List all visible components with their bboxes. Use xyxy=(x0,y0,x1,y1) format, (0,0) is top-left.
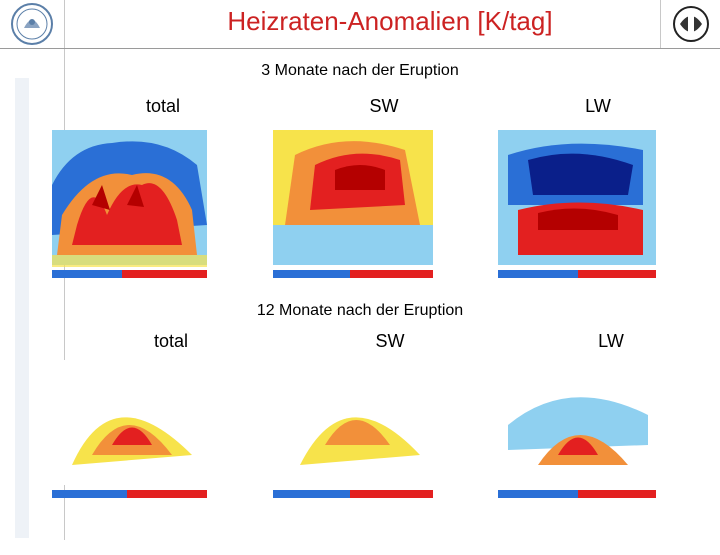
side-strip xyxy=(15,78,29,538)
row1-total-plot xyxy=(32,125,210,325)
row2-title: 12 Monate nach der Eruption xyxy=(256,302,464,319)
row2-label-total: total xyxy=(153,331,189,351)
row1-title: 3 Monate nach der Eruption xyxy=(261,62,459,79)
row1-sw-plot xyxy=(255,125,433,325)
header-divider-right xyxy=(660,0,661,48)
row2-label-lw: LW xyxy=(598,331,624,351)
row1-lw-plot xyxy=(478,125,656,325)
row2-total-plot xyxy=(32,355,210,555)
row1-label-sw: SW xyxy=(369,96,399,116)
row2-lw-plot xyxy=(478,355,656,555)
institute-logo xyxy=(662,0,720,48)
row1-label-total: total xyxy=(145,96,181,116)
row1-label-lw: LW xyxy=(585,96,611,116)
row2-sw-plot xyxy=(255,355,433,555)
row2-label-sw: SW xyxy=(375,331,405,351)
university-seal-logo xyxy=(0,0,64,48)
header-divider xyxy=(0,48,720,49)
slide-title: Heizraten-Anomalien [K/tag] xyxy=(227,6,553,36)
